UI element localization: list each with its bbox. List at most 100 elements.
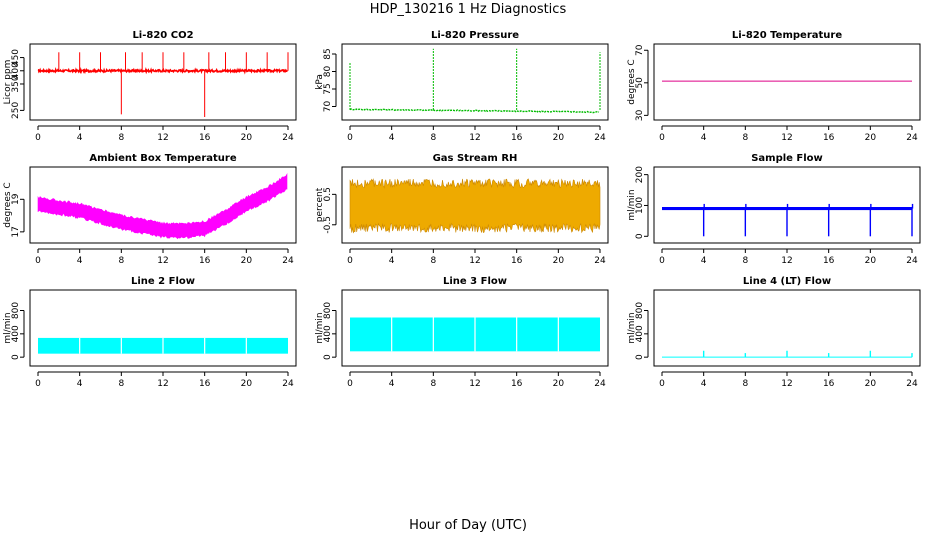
x-tick-label: 20 <box>865 256 877 266</box>
x-tick-label: 20 <box>241 379 253 389</box>
panel-2: Li-820 Pressure kPa 0 4 8 12 16 20 24 70 75 80 85 <box>315 30 609 143</box>
y-tick-label: 250 <box>11 102 21 119</box>
x-tick-label: 8 <box>742 379 748 389</box>
panel-4: Ambient Box Temperature degrees C 0 4 8 12 16 2… <box>3 153 297 266</box>
plot-frame <box>29 166 297 244</box>
x-axis-title: Hour of Day (UTC) <box>409 518 527 533</box>
x-tick-label: 4 <box>77 133 83 143</box>
x-tick-label: 0 <box>35 133 41 143</box>
x-tick-label: 16 <box>823 133 835 143</box>
y-tick-label: 75 <box>323 83 333 94</box>
plot-frame <box>653 166 921 244</box>
panel-7: Line 2 Flow ml/min 0 4 8 12 16 20 24 0 400 800 <box>3 276 297 389</box>
x-tick-label: 16 <box>511 379 523 389</box>
y-axis-label: ml/min <box>315 312 325 343</box>
x-tick-label: 4 <box>77 256 83 266</box>
x-tick-label: 20 <box>241 256 253 266</box>
x-tick-label: 20 <box>553 256 565 266</box>
y-tick-label: 50 <box>635 77 645 89</box>
y-tick-label: 0 <box>635 354 645 360</box>
x-tick-label: 8 <box>118 379 124 389</box>
series-line_flow <box>662 350 913 358</box>
panel-title: Sample Flow <box>751 153 823 164</box>
x-tick-label: 8 <box>430 379 436 389</box>
x-tick-label: 16 <box>511 133 523 143</box>
x-tick-label: 12 <box>469 379 480 389</box>
y-axis-label: ml/min <box>627 189 637 220</box>
x-tick-label: 24 <box>906 133 918 143</box>
y-tick-label: 400 <box>11 62 21 79</box>
panel-title: Line 2 Flow <box>131 276 195 287</box>
x-tick-label: 24 <box>282 133 294 143</box>
y-tick-label: 350 <box>11 75 21 92</box>
x-tick-label: 8 <box>430 133 436 143</box>
y-tick-label: 0 <box>11 354 21 360</box>
y-tick-label: 450 <box>11 49 21 66</box>
y-axis-label: degrees C <box>627 59 637 104</box>
y-tick-label: 400 <box>635 325 645 342</box>
y-tick-label: -0.5 <box>323 216 333 234</box>
x-tick-label: 0 <box>659 379 665 389</box>
series-pressure <box>349 48 601 114</box>
x-tick-label: 0 <box>659 133 665 143</box>
panel-title: Ambient Box Temperature <box>89 153 236 164</box>
x-tick-label: 4 <box>701 133 707 143</box>
x-tick-label: 16 <box>823 256 835 266</box>
y-tick-label: 800 <box>635 302 645 319</box>
panel-title: Li-820 Temperature <box>732 30 842 41</box>
x-tick-label: 0 <box>347 256 353 266</box>
y-tick-label: 800 <box>323 302 333 319</box>
x-tick-label: 8 <box>742 133 748 143</box>
x-tick-label: 12 <box>469 133 480 143</box>
y-axis-label: Licor ppm <box>3 60 13 105</box>
panel-title: Li-820 CO2 <box>132 30 193 41</box>
panel-1: Li-820 CO2 Licor ppm 0 4 8 12 16 20 24 250 3504004… <box>3 30 297 143</box>
y-tick-label: 800 <box>11 302 21 319</box>
x-tick-label: 12 <box>781 133 792 143</box>
x-tick-label: 24 <box>282 379 294 389</box>
plot-frame <box>29 289 297 367</box>
x-tick-label: 12 <box>469 256 480 266</box>
x-tick-label: 8 <box>430 256 436 266</box>
ambient-band <box>37 172 288 240</box>
x-tick-label: 24 <box>906 256 918 266</box>
panel-title: Li-820 Pressure <box>431 30 519 41</box>
x-tick-label: 0 <box>659 256 665 266</box>
panel-title: Line 3 Flow <box>443 276 507 287</box>
x-tick-label: 20 <box>865 133 877 143</box>
x-tick-label: 12 <box>157 256 168 266</box>
x-tick-label: 12 <box>157 379 168 389</box>
x-tick-label: 20 <box>553 133 565 143</box>
y-tick-label: 70 <box>323 101 333 113</box>
y-tick-label: 0.5 <box>323 187 333 201</box>
pressure-trace <box>349 108 600 114</box>
series-ambient <box>37 172 288 240</box>
page-title: HDP_130216 1 Hz Diagnostics <box>369 2 567 17</box>
x-tick-label: 4 <box>701 379 707 389</box>
plot-frame <box>341 166 609 244</box>
x-tick-label: 0 <box>35 256 41 266</box>
x-tick-label: 24 <box>594 133 606 143</box>
x-tick-label: 4 <box>701 256 707 266</box>
x-tick-label: 20 <box>241 133 253 143</box>
x-tick-label: 16 <box>823 379 835 389</box>
x-tick-label: 4 <box>389 133 395 143</box>
y-tick-label: 85 <box>323 48 333 59</box>
x-tick-label: 24 <box>594 256 606 266</box>
y-tick-label: 19 <box>11 193 21 205</box>
x-tick-label: 0 <box>35 379 41 389</box>
x-tick-label: 12 <box>781 379 792 389</box>
panel-5: Gas Stream RH percent 0 4 8 12 16 20 24 -0.5 0.5 <box>315 153 609 266</box>
panel-6: Sample Flow ml/min 0 4 8 12 16 20 24 0 100 200 <box>627 153 921 266</box>
plot-frame <box>341 289 609 367</box>
x-tick-label: 16 <box>199 256 211 266</box>
x-tick-label: 24 <box>906 379 918 389</box>
y-axis-label: ml/min <box>3 312 13 343</box>
x-tick-label: 8 <box>118 256 124 266</box>
y-axis-label: degrees C <box>3 182 13 227</box>
plot-frame <box>653 289 921 367</box>
y-tick-label: 30 <box>635 109 645 121</box>
x-tick-label: 4 <box>389 379 395 389</box>
y-axis-label: kPa <box>315 74 325 90</box>
y-axis-label: percent <box>315 187 325 222</box>
